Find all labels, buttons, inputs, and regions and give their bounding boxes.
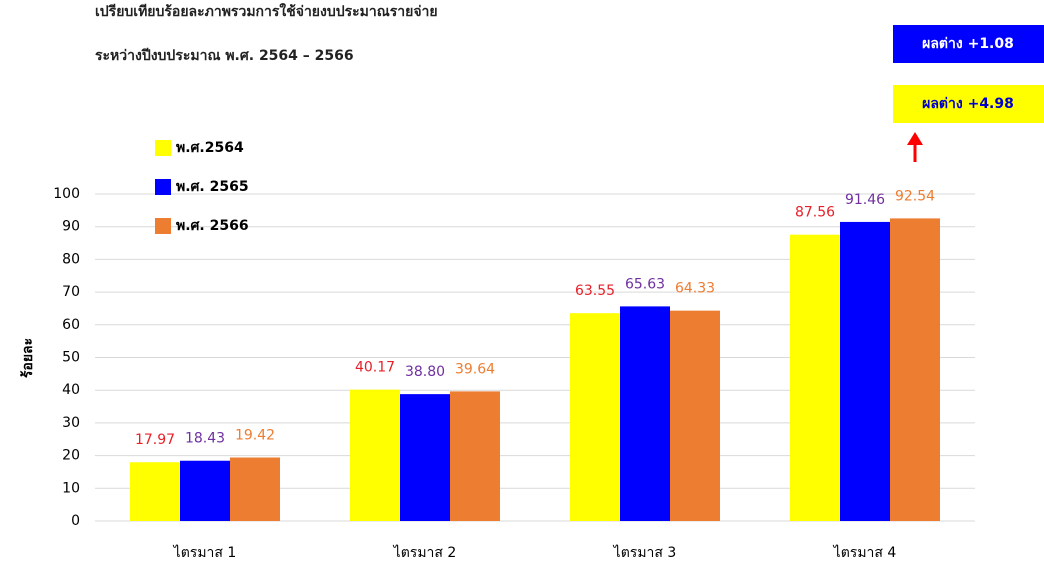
bar — [670, 310, 720, 521]
arrow-head — [907, 132, 923, 145]
chart-title: เปรียบเทียบร้อยละภาพรวมการใช้จ่ายงบประมา… — [95, 2, 438, 20]
bar — [400, 394, 450, 521]
data-label: 19.42 — [235, 427, 275, 443]
data-label: 64.33 — [675, 281, 715, 297]
y-tick-label: 80 — [62, 251, 80, 267]
data-label: 92.54 — [895, 188, 935, 204]
legend-label: พ.ศ. 2565 — [176, 179, 249, 195]
y-tick-label: 20 — [62, 448, 80, 464]
x-tick-label: ไตรมาส 1 — [173, 544, 237, 561]
data-label: 65.63 — [625, 276, 665, 292]
x-tick-label: ไตรมาส 4 — [833, 544, 897, 561]
x-tick-label: ไตรมาส 2 — [393, 544, 457, 561]
y-tick-label: 40 — [62, 382, 80, 398]
y-tick-label: 10 — [62, 480, 80, 496]
data-label: 91.46 — [845, 192, 885, 208]
annotation: ผลต่าง +1.08 — [922, 36, 1014, 52]
y-tick-label: 70 — [62, 284, 80, 300]
data-label: 17.97 — [135, 432, 175, 448]
bar — [450, 391, 500, 521]
x-tick-label: ไตรมาส 3 — [613, 544, 677, 561]
y-tick-label: 50 — [62, 350, 80, 366]
y-axis-label: ร้อยละ — [20, 338, 36, 378]
legend-swatch — [155, 218, 171, 234]
y-tick-label: 100 — [53, 186, 80, 202]
y-tick-label: 90 — [62, 219, 80, 235]
legend-label: พ.ศ.2564 — [176, 140, 244, 156]
bar — [570, 313, 620, 521]
annotation-box — [893, 25, 1044, 63]
data-label: 40.17 — [355, 360, 395, 376]
y-tick-label: 60 — [62, 317, 80, 333]
annotation-box — [893, 85, 1044, 123]
data-label: 39.64 — [455, 361, 495, 377]
annotation: ผลต่าง +4.98 — [922, 96, 1014, 112]
y-tick-label: 30 — [62, 415, 80, 431]
data-label: 38.80 — [405, 364, 445, 380]
data-label: 18.43 — [185, 431, 225, 447]
legend-swatch — [155, 179, 171, 195]
bar — [840, 221, 890, 522]
y-tick-label: 0 — [71, 513, 80, 529]
bar — [130, 462, 180, 521]
bar — [620, 306, 670, 521]
bar — [890, 218, 940, 521]
legend-label: พ.ศ. 2566 — [176, 218, 249, 234]
legend-swatch — [155, 140, 171, 156]
bar — [790, 234, 840, 521]
bar — [230, 457, 280, 521]
data-label: 63.55 — [575, 283, 615, 299]
bar — [350, 389, 400, 521]
chart-subtitle: ระหว่างปีงบประมาณ พ.ศ. 2564 – 2566 — [95, 48, 354, 64]
bar — [180, 460, 230, 521]
data-label: 87.56 — [795, 205, 835, 221]
